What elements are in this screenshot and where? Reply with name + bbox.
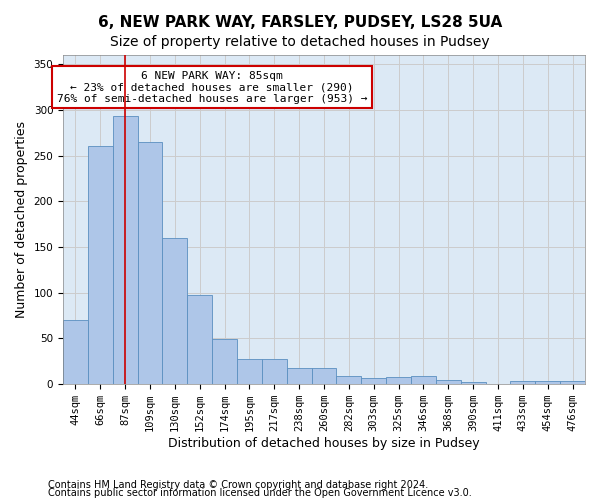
Bar <box>137 142 163 384</box>
Bar <box>411 376 436 384</box>
Bar <box>535 380 560 384</box>
Bar <box>461 382 485 384</box>
Bar <box>187 294 212 384</box>
Text: 6, NEW PARK WAY, FARSLEY, PUDSEY, LS28 5UA: 6, NEW PARK WAY, FARSLEY, PUDSEY, LS28 5… <box>98 15 502 30</box>
Text: 6 NEW PARK WAY: 85sqm
← 23% of detached houses are smaller (290)
76% of semi-det: 6 NEW PARK WAY: 85sqm ← 23% of detached … <box>57 70 367 104</box>
Bar <box>361 378 386 384</box>
Bar <box>212 340 237 384</box>
X-axis label: Distribution of detached houses by size in Pudsey: Distribution of detached houses by size … <box>168 437 480 450</box>
Bar <box>88 146 113 384</box>
Bar <box>560 380 585 384</box>
Bar <box>386 377 411 384</box>
Text: Size of property relative to detached houses in Pudsey: Size of property relative to detached ho… <box>110 35 490 49</box>
Bar <box>311 368 337 384</box>
Text: Contains HM Land Registry data © Crown copyright and database right 2024.: Contains HM Land Registry data © Crown c… <box>48 480 428 490</box>
Bar <box>287 368 311 384</box>
Y-axis label: Number of detached properties: Number of detached properties <box>15 121 28 318</box>
Bar <box>436 380 461 384</box>
Bar <box>113 116 137 384</box>
Bar <box>337 376 361 384</box>
Bar <box>511 382 535 384</box>
Bar <box>63 320 88 384</box>
Bar <box>163 238 187 384</box>
Bar <box>262 358 287 384</box>
Text: Contains public sector information licensed under the Open Government Licence v3: Contains public sector information licen… <box>48 488 472 498</box>
Bar <box>237 358 262 384</box>
